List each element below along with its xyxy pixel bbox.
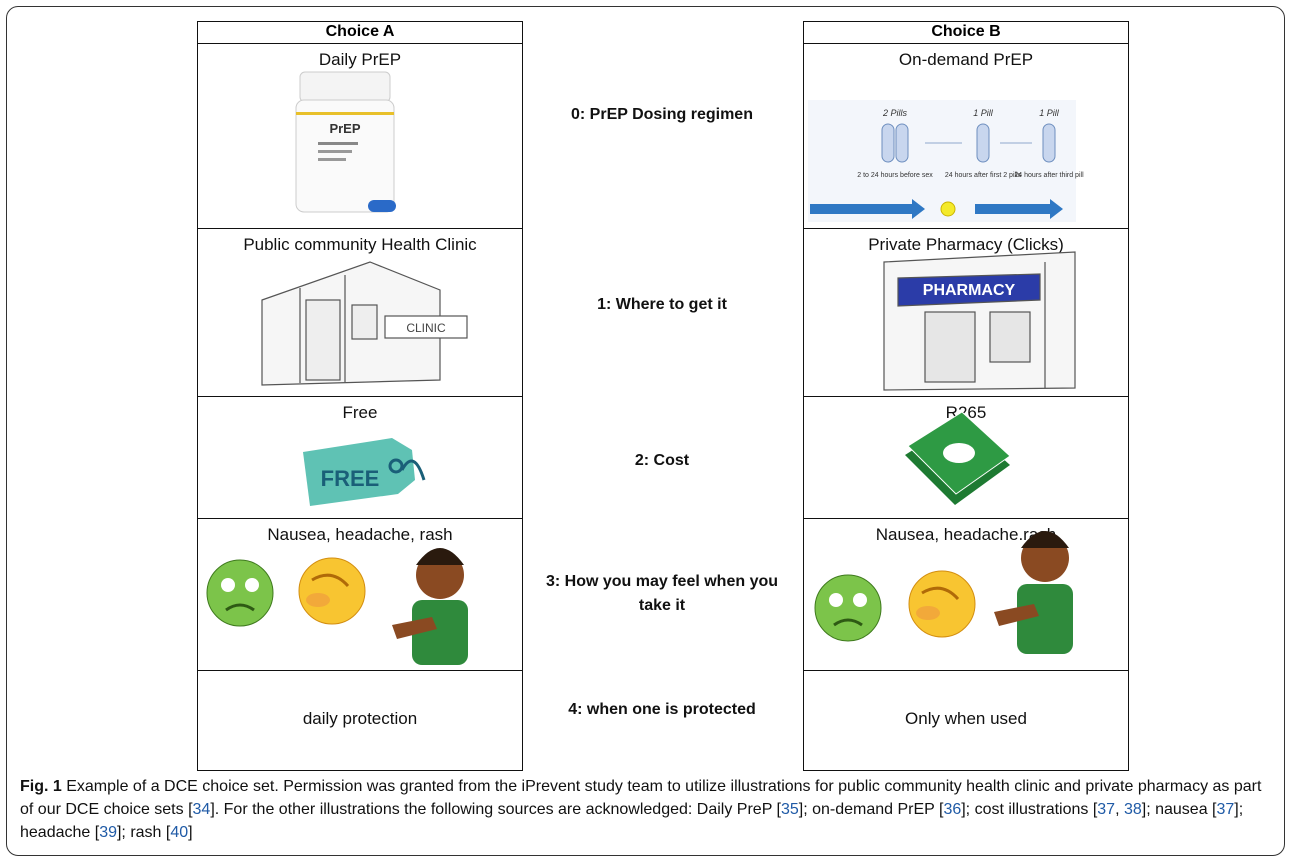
citation-link[interactable]: 36 <box>943 801 962 818</box>
pill-bottle: PrEP <box>295 71 396 213</box>
money-stack <box>905 411 1011 505</box>
citation-link[interactable]: 40 <box>170 824 189 841</box>
caption-text: Example of a DCE choice set. Permission … <box>20 778 1261 841</box>
headache-emoji <box>298 557 366 625</box>
caption-segment: ]. For the other illustrations the follo… <box>210 801 781 818</box>
caption-label: Fig. 1 <box>20 778 62 795</box>
caption-segment: ]; nausea [ <box>1141 801 1217 818</box>
headache-emoji <box>908 570 976 638</box>
citation-link[interactable]: 39 <box>99 824 117 841</box>
caption-segment: ] <box>188 824 193 841</box>
bottle-label: PrEP <box>329 121 360 136</box>
option-text: Only when used <box>905 709 1027 728</box>
option-text: Free <box>342 403 378 422</box>
citation-link[interactable]: 34 <box>192 801 211 818</box>
caption-segment: ]; on-demand PrEP [ <box>798 801 944 818</box>
dosing-diagram: 2 Pills 1 Pill 1 Pill 2 to 24 hours befo… <box>808 100 1084 222</box>
option-text: Nausea, headache.rash <box>875 525 1057 544</box>
cell-a: daily protection <box>197 670 523 771</box>
figure-caption: Fig. 1 Example of a DCE choice set. Perm… <box>20 775 1278 844</box>
option-text: Nausea, headache, rash <box>267 525 453 544</box>
clinic-sketch: CLINIC <box>261 261 468 386</box>
rash-boy <box>994 531 1073 654</box>
caption-segment: ]; cost illustrations [ <box>961 801 1098 818</box>
pharmacy-sign: PHARMACY <box>923 282 1016 299</box>
attribute-label: 2: Cost <box>634 452 690 469</box>
nausea-emoji <box>814 574 882 642</box>
option-text: On-demand PrEP <box>898 50 1034 69</box>
dose-label: 1 Pill <box>1039 108 1060 118</box>
attribute-label: 4: when one is protected <box>568 701 756 718</box>
option-text: daily protection <box>302 709 418 728</box>
caption-segment: ]; headache [ <box>20 801 1244 841</box>
rash-boy <box>392 548 468 665</box>
option-text: Public community Health Clinic <box>243 235 477 254</box>
timing-label: 24 hours after first 2 pills <box>945 172 1022 179</box>
citation-link[interactable]: 35 <box>780 801 799 818</box>
citation-link[interactable]: 38 <box>1123 801 1142 818</box>
attribute-label: 3: How you may feel when you take it <box>545 573 779 614</box>
caption-segment: , <box>1115 801 1124 818</box>
pharmacy-sketch: PHARMACY <box>883 251 1076 391</box>
nausea-emoji <box>206 559 274 627</box>
option-text: Private Pharmacy (Clicks) <box>868 235 1064 254</box>
clinic-sign: CLINIC <box>406 321 446 335</box>
timing-label: 24 hours after third pill <box>1014 172 1084 179</box>
citation-link[interactable]: 37 <box>1216 801 1235 818</box>
free-tag-text: FREE <box>321 466 380 491</box>
dose-label: 1 Pill <box>973 108 994 118</box>
attribute-label: 1: Where to get it <box>597 296 727 313</box>
caption-segment: ]; rash [ <box>116 824 171 841</box>
cell-b: Only when used <box>803 670 1129 771</box>
timing-label: 2 to 24 hours before sex <box>857 172 933 179</box>
citation-link[interactable]: 37 <box>1097 801 1116 818</box>
dose-label: 2 Pills <box>882 108 908 118</box>
free-tag: FREE <box>303 438 426 506</box>
option-text: Daily PrEP <box>318 50 402 69</box>
attribute-label: 0: PrEP Dosing regimen <box>571 106 753 123</box>
caption-segment: Example of a DCE choice set. Permission … <box>20 778 1262 818</box>
